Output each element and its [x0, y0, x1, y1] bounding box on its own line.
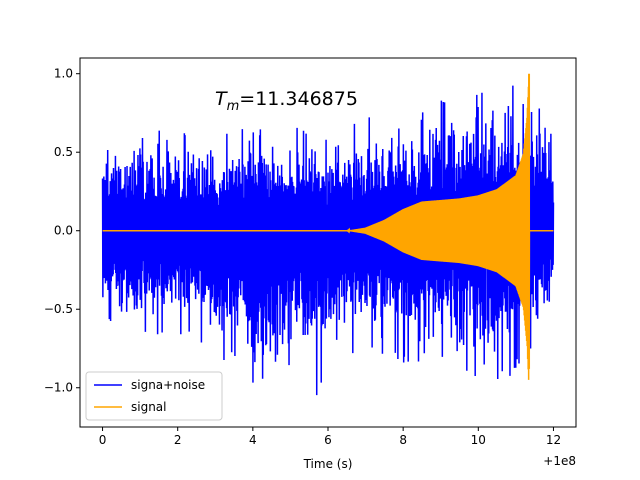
tm-annotation: Tm=11.346875 — [215, 88, 358, 114]
annotation-subscript: m — [227, 99, 240, 114]
y-tick-label: 0.5 — [54, 145, 73, 159]
x-axis: 0 2 4 6 8 10 12 — [99, 427, 561, 447]
y-tick-label: 0.0 — [54, 224, 73, 238]
x-tick-label: 6 — [324, 433, 332, 447]
annotation-prefix: T — [215, 88, 228, 110]
y-tick-label: −0.5 — [44, 302, 73, 316]
x-tick-label: 8 — [399, 433, 407, 447]
y-tick-label: −1.0 — [44, 381, 73, 395]
legend: signa+noise signal — [85, 371, 223, 421]
legend-box — [85, 371, 223, 421]
x-tick-label: 12 — [546, 433, 561, 447]
x-tick-label: 10 — [471, 433, 486, 447]
x-tick-label: 4 — [249, 433, 257, 447]
y-axis: −1.0 −0.5 0.0 0.5 1.0 — [44, 67, 80, 395]
plot-area — [101, 73, 555, 396]
x-tick-label: 0 — [99, 433, 107, 447]
legend-label-signa-noise: signa+noise — [131, 378, 205, 392]
y-tick-label: 1.0 — [54, 67, 73, 81]
annotation-value: =11.346875 — [239, 88, 358, 110]
series-line-signal — [102, 76, 554, 380]
x-offset-label: +1e8 — [543, 454, 576, 468]
axes-frame — [79, 57, 577, 428]
x-tick-label: 2 — [174, 433, 182, 447]
x-axis-label: Time (s) — [303, 457, 353, 471]
legend-label-signal: signal — [131, 400, 167, 414]
